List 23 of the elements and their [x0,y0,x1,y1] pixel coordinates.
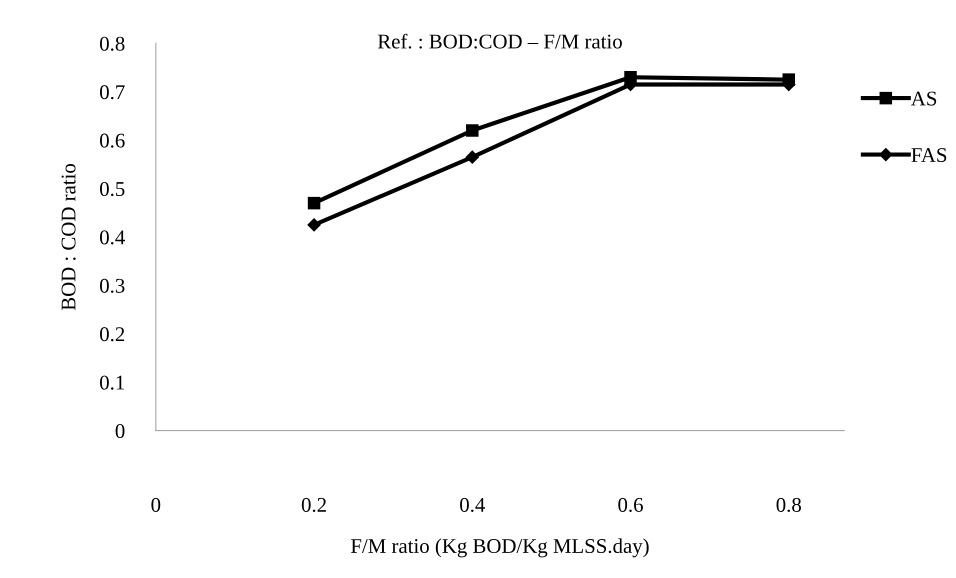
y-axis-title: BOD : COD ratio [62,164,76,310]
legend-label: AS [911,92,936,106]
point [466,150,479,164]
y-tick-label: 0 [116,424,124,438]
point [307,218,321,232]
x-tick-label: 0.8 [776,498,801,512]
y-tick-label: 0.1 [100,376,124,390]
y-tick-label: 0.5 [100,182,124,196]
y-tick-label: 0.7 [100,85,125,100]
x-tick-label: 0.6 [618,498,643,512]
y-tick-label: 0.8 [100,36,124,51]
x-tick-label: 0.2 [302,498,326,512]
legend-label: FAS [911,148,946,162]
chart-title: Ref. : BOD:COD – F/M ratio [378,34,622,49]
point [466,124,479,137]
y-tick-label: 0.2 [100,327,124,342]
x-tick-label: 0.4 [460,498,485,512]
point [308,196,320,210]
y-tick-label: 0.6 [100,134,125,148]
x-axis-title: F/M ratio (Kg BOD/Kg MLSS.day) [350,538,649,558]
y-tick-label: 0.4 [100,230,125,245]
y-tick-label: 0.3 [100,278,124,293]
x-tick-label: 0 [151,498,160,512]
